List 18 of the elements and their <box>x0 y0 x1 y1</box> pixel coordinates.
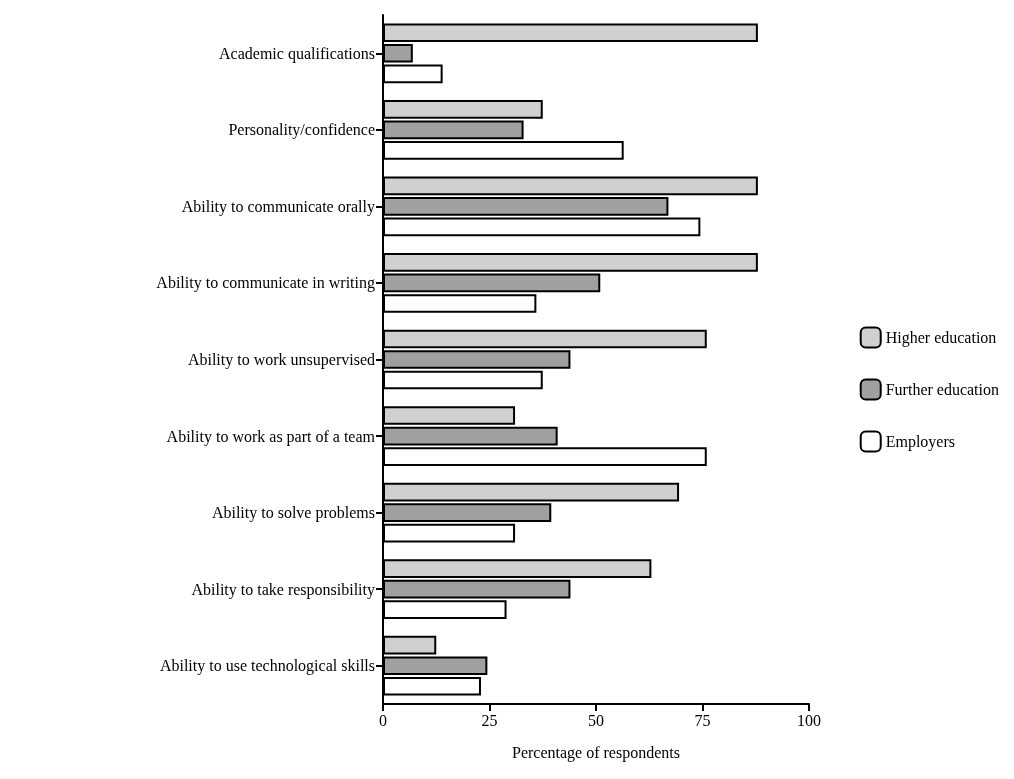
x-tick-label: 75 <box>694 711 711 729</box>
x-tick-label: 25 <box>481 711 498 729</box>
x-axis-title: Percentage of respondents <box>512 743 680 762</box>
y-tick-label: Ability to work as part of a team <box>166 427 376 446</box>
x-tick-label: 50 <box>588 711 604 729</box>
legend-label: Employers <box>885 433 956 451</box>
y-tick-label: Ability to communicate in writing <box>156 274 375 293</box>
y-tick-label: Academic qualifications <box>219 44 375 63</box>
x-tick-label: 0 <box>379 711 387 729</box>
y-tick-label: Ability to use technological skills <box>159 657 375 676</box>
y-tick-label: Personality/confidence <box>228 121 375 140</box>
x-tick-label: 100 <box>797 711 821 729</box>
legend-label: Further education <box>885 381 999 398</box>
y-tick-label: Ability to communicate orally <box>181 197 375 216</box>
y-tick-label: Ability to work unsupervised <box>187 351 375 369</box>
legend-label: Higher education <box>885 329 997 347</box>
y-tick-label: Ability to take responsibility <box>191 580 375 599</box>
y-tick-label: Ability to solve problems <box>211 504 375 523</box>
